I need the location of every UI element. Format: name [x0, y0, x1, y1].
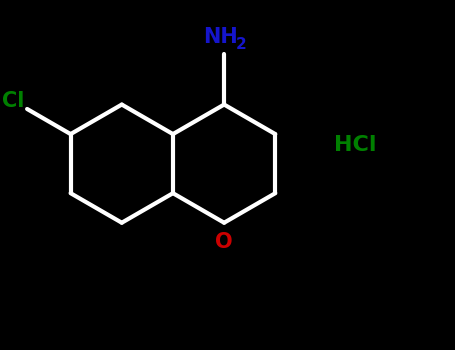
Text: HCl: HCl [334, 135, 376, 155]
Text: 2: 2 [236, 37, 247, 52]
Text: NH: NH [203, 27, 238, 47]
Text: Cl: Cl [2, 91, 25, 111]
Text: O: O [215, 232, 233, 252]
